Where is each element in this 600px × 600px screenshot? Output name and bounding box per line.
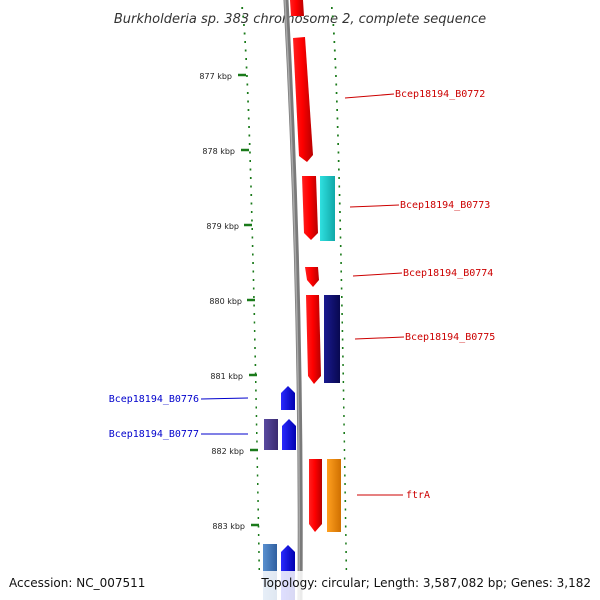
gene-label-b0772[interactable]: Bcep18194_B0772 bbox=[395, 89, 485, 100]
connector-b0773 bbox=[349, 204, 400, 208]
kbp-label-878: 878 kbp bbox=[202, 147, 235, 156]
gene-feature-b0773-cyan[interactable] bbox=[320, 176, 335, 241]
gene-features bbox=[263, 0, 341, 600]
footer-bg bbox=[0, 571, 600, 600]
gene-arrow-ftra[interactable] bbox=[309, 459, 322, 532]
gene-arrow-b0773[interactable] bbox=[302, 176, 318, 240]
kbp-label-881: 881 kbp bbox=[210, 372, 243, 381]
label-connectors bbox=[200, 93, 405, 496]
gene-arrow-b0775[interactable] bbox=[306, 295, 321, 384]
genome-summary-text: Topology: circular; Length: 3,587,082 bp… bbox=[260, 576, 591, 590]
gene-arrow-b0774[interactable] bbox=[305, 267, 319, 287]
map-title: Burkholderia sp. 383 chromosome 2, compl… bbox=[114, 12, 486, 27]
gene-label-b0776[interactable]: Bcep18194_B0776 bbox=[109, 394, 199, 405]
gene-arrow-b0772[interactable] bbox=[293, 37, 313, 162]
gene-feature-b0775-navy[interactable] bbox=[324, 295, 340, 383]
gene-label-b0774[interactable]: Bcep18194_B0774 bbox=[403, 268, 493, 279]
gene-arrow-partial-top[interactable] bbox=[290, 0, 304, 16]
gene-label-ftra[interactable]: ftrA bbox=[406, 490, 430, 501]
gene-labels: Bcep18194_B0772 Bcep18194_B0773 Bcep1819… bbox=[109, 89, 496, 501]
connector-b0775 bbox=[354, 336, 405, 340]
gene-label-b0775[interactable]: Bcep18194_B0775 bbox=[405, 332, 495, 343]
gene-label-b0777[interactable]: Bcep18194_B0777 bbox=[109, 429, 199, 440]
kbp-scale: 877 kbp 878 kbp 879 kbp 880 kbp 881 kbp … bbox=[199, 72, 259, 531]
chromosome-backbone bbox=[283, 0, 303, 600]
gc-content-track-left bbox=[241, 7, 260, 570]
connector-b0776 bbox=[200, 397, 249, 400]
kbp-label-879: 879 kbp bbox=[206, 222, 239, 231]
chromosome-backbone-highlight bbox=[284, 0, 300, 600]
kbp-label-877: 877 kbp bbox=[199, 72, 232, 81]
kbp-label-882: 882 kbp bbox=[211, 447, 244, 456]
kbp-label-883: 883 kbp bbox=[212, 522, 245, 531]
gene-feature-b0777-purple[interactable] bbox=[264, 419, 278, 450]
gene-label-b0773[interactable]: Bcep18194_B0773 bbox=[400, 200, 490, 211]
kbp-label-880: 880 kbp bbox=[209, 297, 242, 306]
gene-arrow-b0777[interactable] bbox=[282, 419, 296, 450]
gene-arrow-b0776[interactable] bbox=[281, 386, 295, 410]
connector-b0774 bbox=[352, 272, 403, 277]
connector-b0772 bbox=[344, 93, 395, 99]
accession-text: Accession: NC_007511 bbox=[9, 576, 145, 590]
gc-content-track-right bbox=[331, 7, 348, 570]
gene-feature-ftra-orange[interactable] bbox=[327, 459, 341, 532]
